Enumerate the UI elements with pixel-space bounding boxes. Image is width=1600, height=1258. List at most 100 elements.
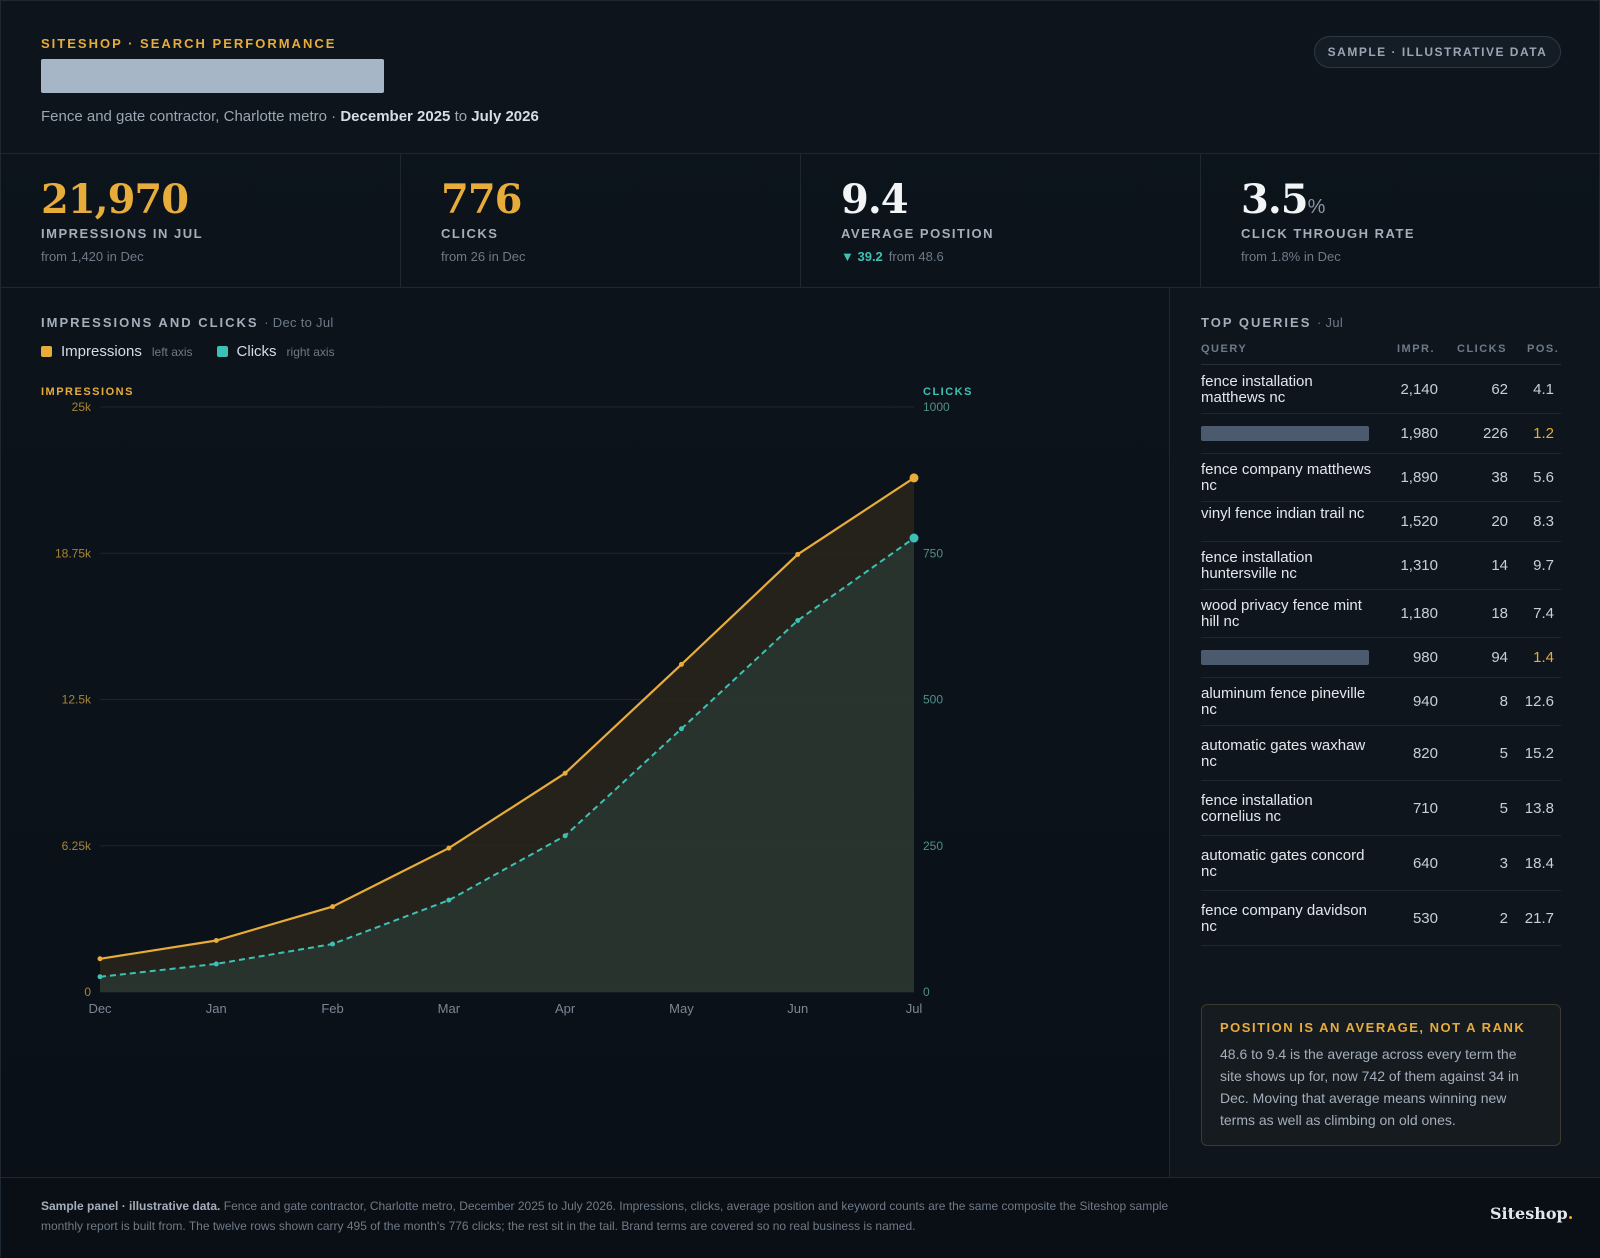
table-row[interactable]: fence installation cornelius nc 710 5 13.8 bbox=[1201, 781, 1561, 836]
left-tick-label: 0 bbox=[84, 985, 91, 999]
col-query: QUERY bbox=[1201, 343, 1248, 355]
position-value: 8.3 bbox=[1533, 513, 1554, 530]
clicks-value: 38 bbox=[1491, 469, 1508, 486]
impressions-point bbox=[213, 938, 219, 944]
table-row[interactable]: automatic gates waxhaw nc 820 5 15.2 bbox=[1201, 726, 1561, 781]
sample-badge: SAMPLE · ILLUSTRATIVE DATA bbox=[1314, 36, 1561, 68]
impressions-value: 710 bbox=[1412, 800, 1438, 817]
query-text: fence installation cornelius nc bbox=[1201, 792, 1313, 825]
eyebrow: SITESHOP · SEARCH PERFORMANCE bbox=[41, 36, 337, 51]
position-value: 21.7 bbox=[1524, 910, 1554, 927]
kpi-value: 21,970 bbox=[41, 176, 189, 223]
date-end: July 2026 bbox=[471, 108, 539, 125]
queries-title-note: · Jul bbox=[1317, 315, 1344, 330]
impressions-value: 2,140 bbox=[1400, 381, 1438, 398]
query-text: automatic gates waxhaw nc bbox=[1201, 737, 1366, 770]
footer-body: Fence and gate contractor, Charlotte met… bbox=[41, 1199, 1169, 1233]
legend-note-impressions: left axis bbox=[151, 344, 193, 359]
x-tick-label: Feb bbox=[321, 1001, 343, 1016]
note-title: POSITION IS AN AVERAGE, NOT A RANK bbox=[1220, 1020, 1526, 1035]
clicks-value: 8 bbox=[1499, 693, 1508, 710]
position-value: 9.7 bbox=[1533, 557, 1554, 574]
table-row[interactable]: vinyl fence indian trail nc 1,520 20 8.3 bbox=[1201, 502, 1561, 542]
kpi-strip: 21,970 IMPRESSIONS IN JUL from 1,420 in … bbox=[1, 154, 1600, 288]
kpi-average-position: 9.4 AVERAGE POSITION ▼ 39.2 from 48.6 bbox=[801, 154, 1201, 288]
kpi-unit: % bbox=[1307, 196, 1326, 218]
clicks-value: 18 bbox=[1491, 605, 1508, 622]
impressions-value: 1,520 bbox=[1400, 513, 1438, 530]
redacted-query bbox=[1201, 426, 1369, 441]
note-text: 48.6 to 9.4 is the average across every … bbox=[1220, 1046, 1519, 1128]
table-row[interactable]: fence company davidson nc 530 2 21.7 bbox=[1201, 891, 1561, 946]
table-row[interactable]: 980 94 1.4 bbox=[1201, 638, 1561, 678]
table-row[interactable]: fence company matthews nc 1,890 38 5.6 bbox=[1201, 454, 1561, 502]
subtitle-prefix: Fence and gate contractor, Charlotte met… bbox=[41, 108, 337, 125]
table-row[interactable]: wood privacy fence mint hill nc 1,180 18 7.… bbox=[1201, 590, 1561, 638]
table-row[interactable]: aluminum fence pineville nc 940 8 12.6 bbox=[1201, 678, 1561, 726]
query-text: fence company matthews nc bbox=[1201, 461, 1372, 494]
top-queries-panel: TOP QUERIES · Jul QUERY IMPR. CLICKS POS… bbox=[1170, 288, 1600, 1177]
impressions-point bbox=[330, 904, 336, 910]
legend-label-impressions: Impressions bbox=[61, 343, 142, 360]
kpi-label: CLICK THROUGH RATE bbox=[1241, 226, 1416, 241]
table-row[interactable]: automatic gates concord nc 640 3 18.4 bbox=[1201, 836, 1561, 891]
clicks-value: 62 bbox=[1491, 381, 1508, 398]
kpi-sub-text: from 48.6 bbox=[888, 249, 944, 264]
col-impressions: IMPR. bbox=[1397, 343, 1436, 355]
kpi-sub: ▼ 39.2 from 48.6 bbox=[841, 249, 944, 264]
clicks-point bbox=[795, 618, 801, 624]
impressions-point bbox=[446, 845, 452, 851]
kpi-value: 776 bbox=[441, 176, 522, 223]
left-tick-label: 6.25k bbox=[62, 839, 92, 853]
impressions-point bbox=[678, 661, 684, 667]
clicks-value: 20 bbox=[1491, 513, 1508, 530]
impressions-value: 1,980 bbox=[1400, 425, 1438, 442]
legend-note-clicks: right axis bbox=[286, 344, 335, 359]
table-row[interactable]: fence installation huntersville nc 1,310 1… bbox=[1201, 542, 1561, 590]
chart-title-note: · Dec to Jul bbox=[264, 315, 334, 330]
position-value: 12.6 bbox=[1524, 693, 1554, 710]
impressions-line bbox=[99, 476, 915, 960]
kpi-impressions: 21,970 IMPRESSIONS IN JUL from 1,420 in … bbox=[1, 154, 401, 288]
impressions-point bbox=[909, 473, 919, 483]
clicks-line bbox=[99, 537, 915, 978]
position-value: 7.4 bbox=[1533, 605, 1554, 622]
right-tick-label: 0 bbox=[923, 985, 930, 999]
query-text: wood privacy fence mint hill nc bbox=[1201, 597, 1362, 630]
kpi-clicks: 776 CLICKS from 26 in Dec bbox=[401, 154, 801, 288]
kpi-sub: from 1.8% in Dec bbox=[1241, 249, 1341, 264]
x-tick-label: Apr bbox=[555, 1001, 576, 1016]
position-value: 13.8 bbox=[1524, 800, 1554, 817]
legend-label-clicks: Clicks bbox=[236, 343, 277, 360]
legend-swatch-impressions bbox=[41, 346, 52, 357]
impressions-point bbox=[795, 551, 801, 557]
table-row[interactable]: 1,980 226 1.2 bbox=[1201, 414, 1561, 454]
queries-title-text: TOP QUERIES bbox=[1201, 315, 1312, 330]
clicks-point bbox=[562, 833, 568, 839]
col-clicks: CLICKS bbox=[1457, 343, 1507, 355]
clicks-point bbox=[909, 533, 919, 543]
kpi-label: CLICKS bbox=[441, 226, 499, 241]
query-text: aluminum fence pineville nc bbox=[1201, 685, 1366, 718]
position-value: 1.2 bbox=[1533, 425, 1554, 442]
header: SITESHOP · SEARCH PERFORMANCE Fence and … bbox=[1, 1, 1600, 154]
left-tick-label: 12.5k bbox=[62, 693, 92, 707]
kpi-delta: ▼ 39.2 bbox=[841, 249, 883, 264]
clicks-value: 226 bbox=[1482, 425, 1508, 442]
x-tick-label: May bbox=[669, 1001, 694, 1016]
kpi-sub: from 1,420 in Dec bbox=[41, 249, 144, 264]
queries-title: TOP QUERIES · Jul bbox=[1201, 315, 1343, 330]
position-value: 18.4 bbox=[1524, 855, 1554, 872]
table-row[interactable]: fence installation matthews nc 2,140 62 4.1 bbox=[1201, 366, 1561, 414]
chart-title-text: IMPRESSIONS AND CLICKS bbox=[41, 315, 259, 330]
footer-lead: Sample panel · illustrative data. bbox=[41, 1199, 221, 1213]
query-text: automatic gates concord nc bbox=[1201, 847, 1365, 880]
kpi-sub: from 26 in Dec bbox=[441, 249, 526, 264]
impressions-clicks-chart: 0 0 6.25k 250 12.5k 500 18.75k 750 25k 1000 IMPRES… bbox=[41, 386, 971, 1016]
kpi-value: 9.4 bbox=[841, 176, 909, 223]
impressions-value: 530 bbox=[1412, 910, 1438, 927]
date-start: December 2025 bbox=[340, 108, 451, 125]
impressions-value: 640 bbox=[1412, 855, 1438, 872]
query-text: vinyl fence indian trail nc bbox=[1201, 505, 1365, 522]
impressions-point bbox=[97, 956, 103, 962]
